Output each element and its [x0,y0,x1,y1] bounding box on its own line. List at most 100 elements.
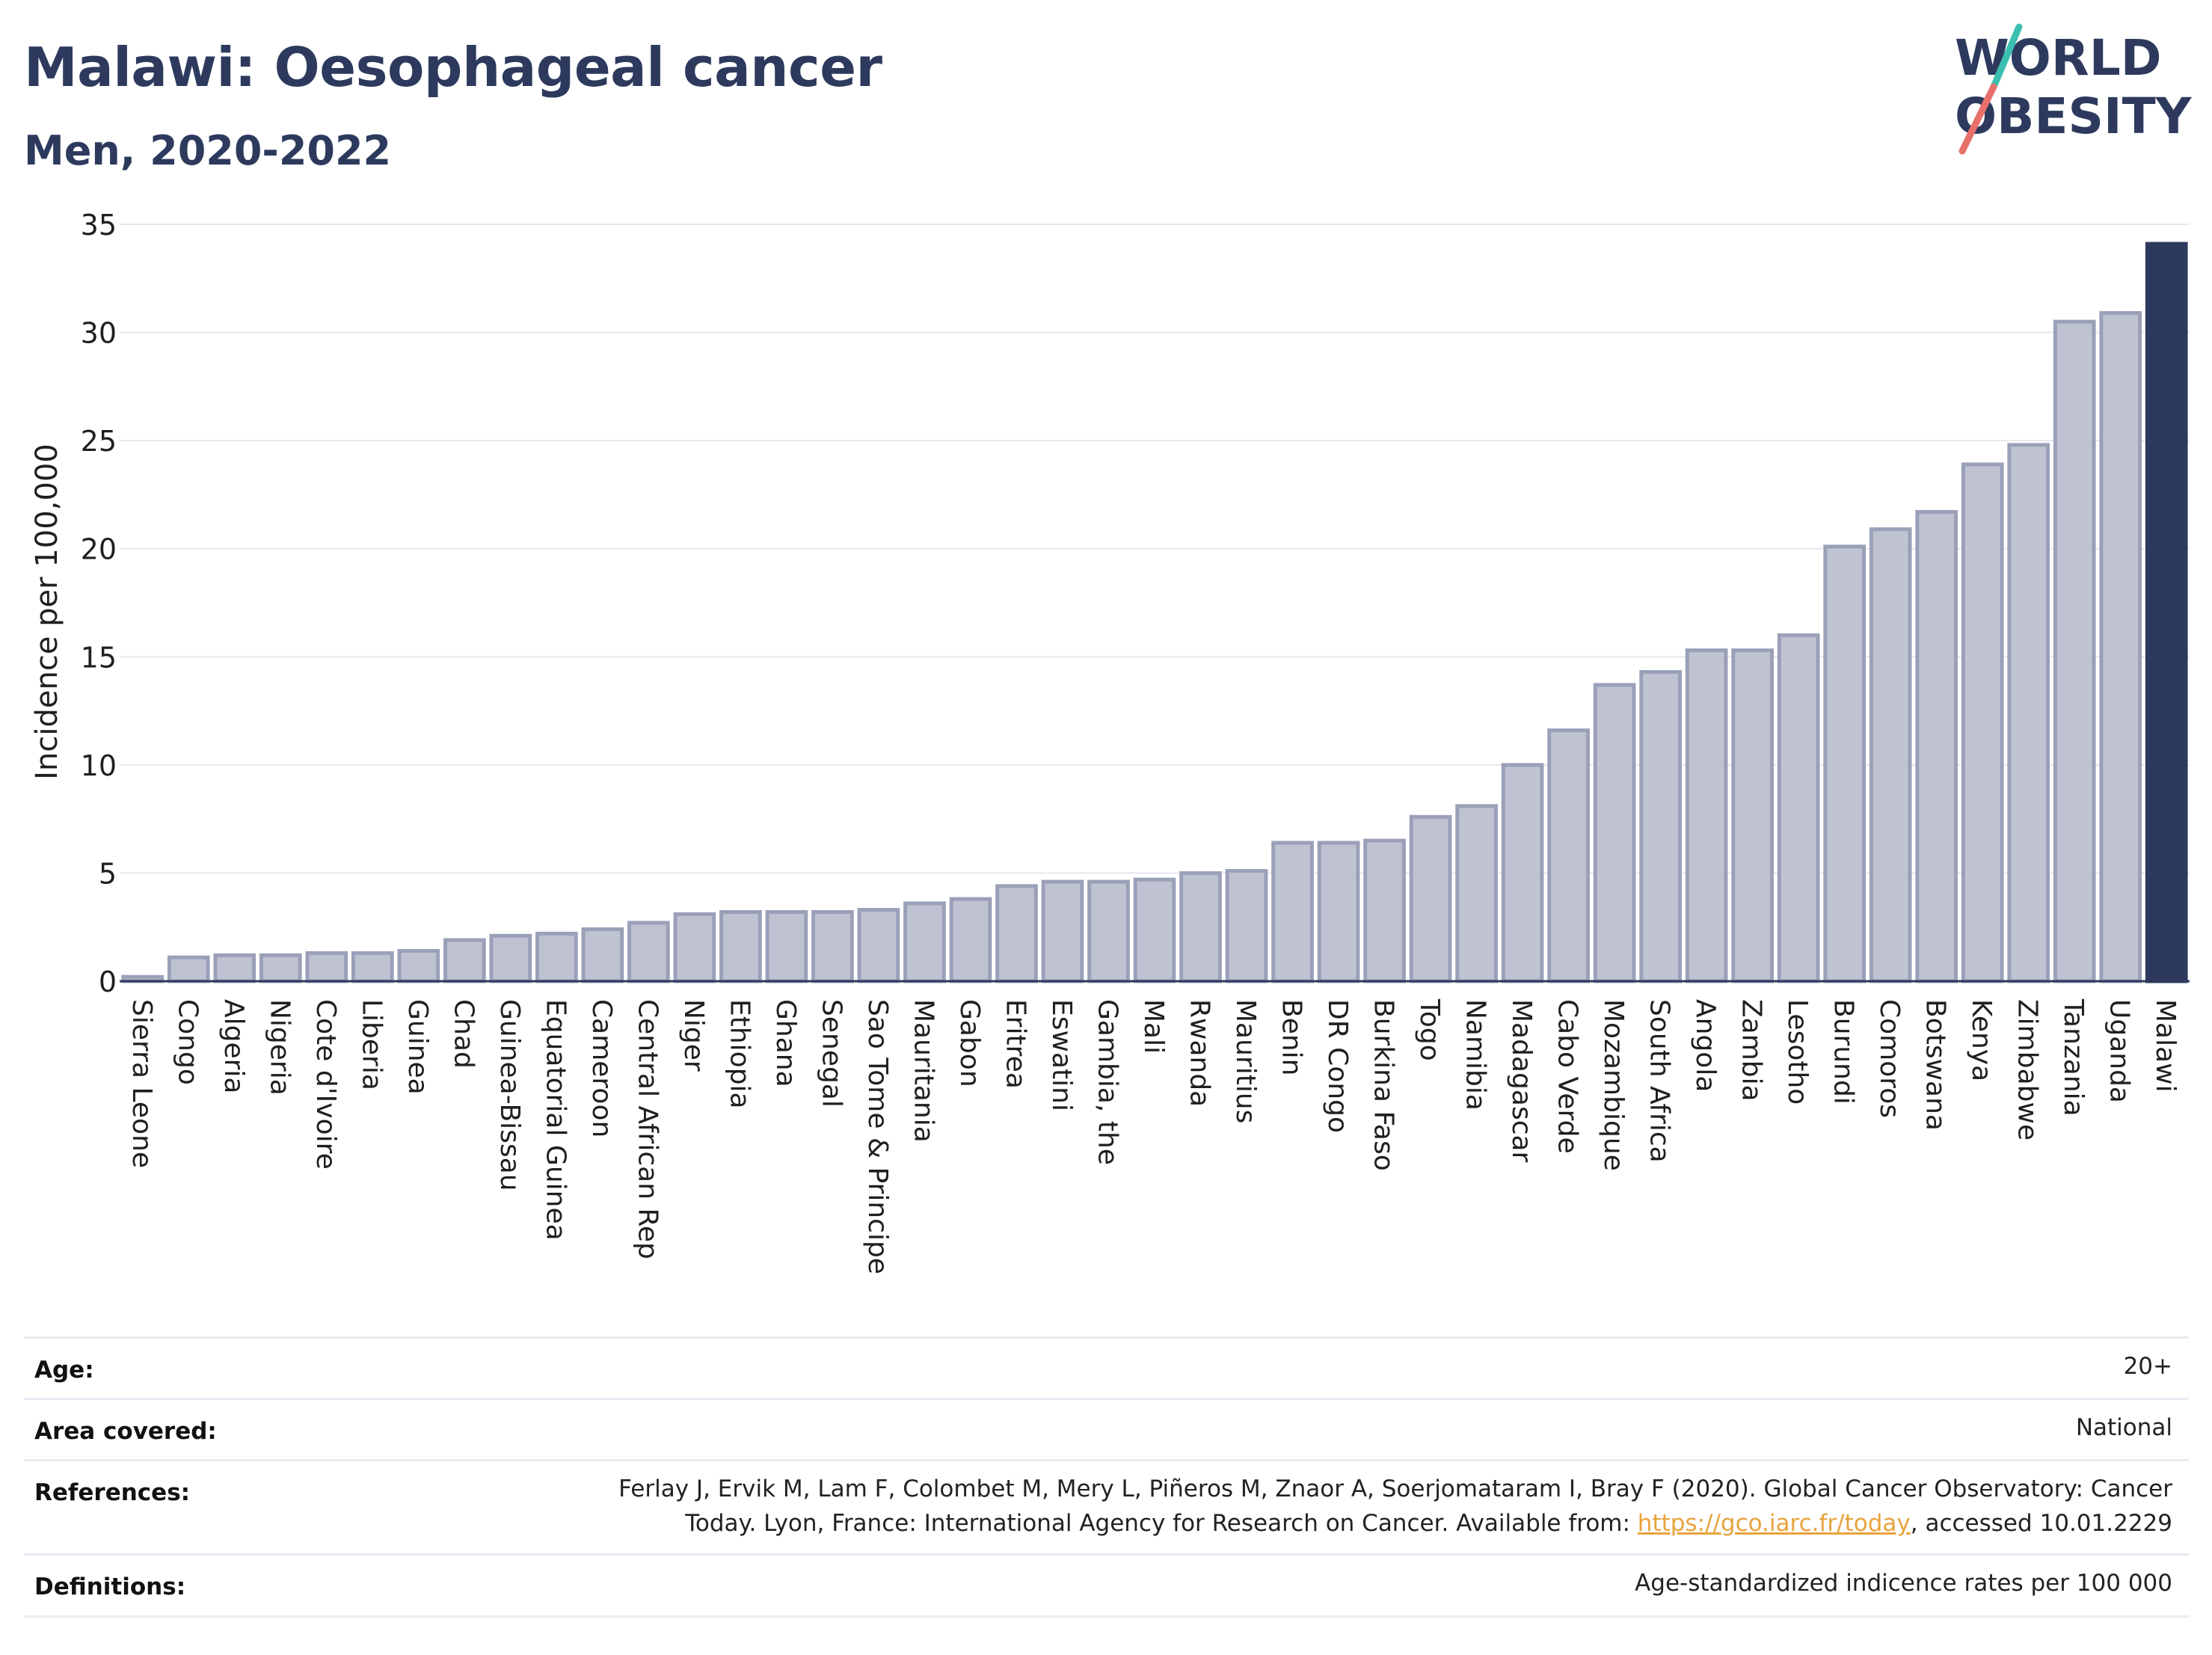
x-tick-label: DR Congo [1322,999,1353,1133]
meta-area-row: Area covered: National [24,1398,2189,1460]
x-tick-label: Namibia [1460,999,1491,1111]
x-tick-label: Rwanda [1185,999,1215,1107]
x-tick-label: Cabo Verde [1552,999,1583,1154]
bar-burundi [1823,544,1867,983]
bar-gambia-the [1087,879,1130,983]
x-tick-label: Congo [172,999,203,1085]
x-tick-label: Equatorial Guinea [540,999,571,1241]
chart-subtitle: Men, 2020-2022 [24,127,392,174]
logo-line2: OBESITY [1955,87,2193,145]
bar-chad [443,938,486,983]
x-tick-label: Cameroon [586,999,617,1137]
bar-tanzania [2053,319,2096,983]
bar-nigeria [259,953,302,983]
bar-cote-d-ivoire [305,951,348,983]
bar-namibia [1455,804,1498,983]
bar-algeria [213,953,256,983]
x-tick-label: Senegal [816,999,847,1108]
bar-benin [1271,841,1314,983]
y-tick-label: 35 [81,209,117,242]
x-tick-label: Nigeria [264,999,295,1096]
x-tick-label: South Africa [1644,999,1675,1163]
x-tick-label: Sierra Leone [126,999,157,1168]
x-tick-label: Burundi [1828,999,1859,1105]
y-tick-label: 5 [99,857,117,890]
x-tick-label: Ethiopia [724,999,755,1109]
bar-madagascar [1501,763,1544,983]
bar-liberia [351,951,394,983]
x-tick-label: Mozambique [1598,999,1629,1171]
bar-equatorial-guinea [535,931,578,983]
x-tick-label: Eswatini [1046,999,1077,1111]
bar-ethiopia [719,909,762,983]
y-tick-label: 30 [81,317,117,350]
x-tick-label: Uganda [2104,999,2135,1103]
bar-chart: 0 5 10 15 20 25 30 35 Sierra Leone Congo Algeria N… [30,209,2190,1274]
bar-cameroon [581,927,624,983]
y-tick-label: 25 [81,425,117,458]
area-value: National [2075,1414,2172,1441]
bar-uganda [2099,311,2142,983]
references-label: References: [34,1479,191,1506]
age-value: 20+ [2123,1353,2172,1380]
x-tick-label: Niger [678,999,709,1072]
bar-guinea [397,949,440,983]
x-tick-label: Angola [1690,999,1721,1092]
logo-coral-stroke [1958,83,1997,155]
references-line2: Today. Lyon, France: International Agenc… [618,1506,2172,1541]
references-link[interactable]: https://gco.iarc.fr/today [1637,1510,1911,1537]
x-tick-label: Mauritania [908,999,938,1143]
bar-mali [1133,877,1176,983]
x-tick-label: Algeria [218,999,249,1094]
definitions-label: Definitions: [34,1573,186,1600]
bar-eritrea [995,884,1038,983]
references-line1: Ferlay J, Ervik M, Lam F, Colombet M, Me… [618,1476,2172,1502]
x-tick-label: Guinea-Bissau [494,999,525,1191]
area-label: Area covered: [34,1418,217,1445]
x-tick-label: Gambia, the [1092,999,1122,1165]
world-obesity-logo: WORLD OBESITY [1955,23,2193,155]
bar-lesotho [1777,633,1820,983]
age-label: Age: [34,1357,94,1384]
chart-title: Malawi: Oesophageal cancer [24,36,882,99]
x-tick-label: Benin [1276,999,1307,1075]
bar-kenya [1961,462,2004,983]
x-axis-tick-labels: Sierra Leone Congo Algeria Nigeria Cote d'Iv… [126,998,2181,1274]
logo-line1: WORLD [1955,29,2162,87]
bar-zambia [1731,648,1774,983]
bar-eswatini [1041,879,1084,983]
bar-burkina-faso [1363,838,1406,983]
meta-age-row: Age: 20+ [24,1336,2189,1398]
bar-malawi [2145,242,2188,983]
x-tick-label: Central African Rep [632,999,663,1259]
bar-mozambique [1593,683,1636,983]
x-tick-label: Malawi [2150,999,2181,1093]
x-tick-label: Togo [1414,998,1445,1061]
references-line2-post: , accessed 10.01.2229 [1910,1510,2172,1537]
bar-guinea-bissau [489,933,532,983]
x-tick-label: Zambia [1736,999,1767,1102]
y-axis-ticks: 0 5 10 15 20 25 30 35 [81,209,117,998]
references-text: Ferlay J, Ervik M, Lam F, Colombet M, Me… [618,1472,2172,1541]
bar-rwanda [1179,871,1222,983]
bar-sao-tome-principe [857,908,900,983]
bar-dr-congo [1317,841,1360,983]
meta-definitions-row: Definitions: Age-standardized indicence … [24,1553,2189,1618]
x-tick-label: Sao Tome & Principe [862,999,893,1274]
bar-togo [1409,814,1452,983]
bar-niger [673,912,716,983]
x-tick-label: Botswana [1920,999,1951,1131]
x-tick-label: Kenya [1966,999,1997,1081]
bar-comoros [1869,527,1912,983]
x-tick-label: Liberia [356,999,387,1090]
logo-teal-stroke [1990,23,2023,90]
bar-central-african-rep [627,921,670,983]
y-tick-label: 0 [99,965,117,998]
x-tick-label: Zimbabwe [2012,999,2043,1140]
x-tick-label: Tanzania [2058,998,2089,1117]
x-tick-label: Cote d'Ivoire [310,999,341,1170]
bar-senegal [811,909,854,983]
x-tick-label: Lesotho [1782,999,1813,1105]
x-tick-label: Guinea [402,999,433,1095]
x-tick-label: Chad [448,999,479,1069]
